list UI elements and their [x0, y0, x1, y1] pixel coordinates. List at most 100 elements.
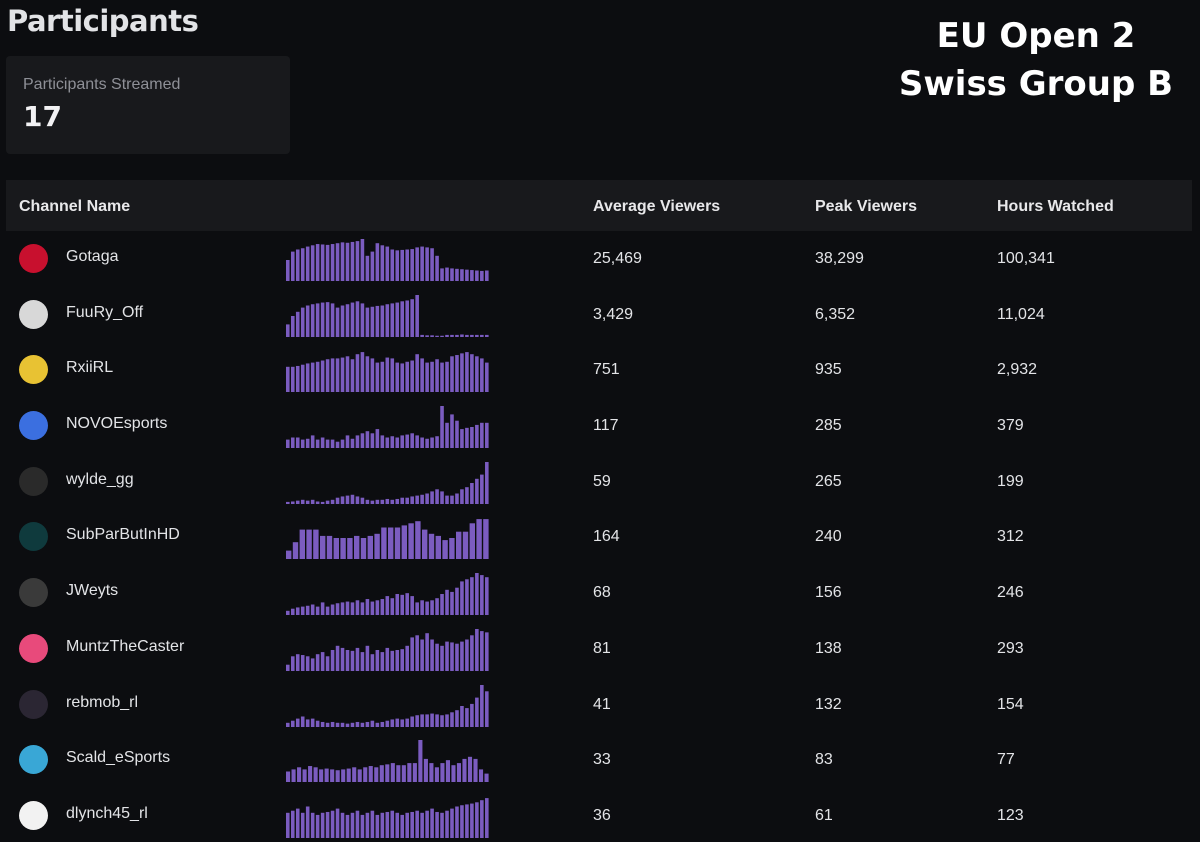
sparkline-bar	[415, 521, 421, 560]
sparkline-bar	[290, 608, 295, 616]
sparkline-bar	[375, 649, 380, 671]
sparkline-bar	[445, 267, 449, 281]
sparkline-bar	[375, 814, 380, 838]
channel-avatar[interactable]	[19, 522, 48, 552]
sparkline-bar	[345, 303, 350, 337]
table-row[interactable]: MuntzTheCaster 81 138 293	[6, 621, 1192, 677]
sparkline-bar	[470, 427, 474, 449]
sparkline-bar	[405, 645, 409, 671]
sparkline-bar	[360, 497, 365, 504]
sparkline-bar	[465, 579, 469, 616]
table-row[interactable]: NOVOEsports 117 285 379	[6, 398, 1192, 454]
header-hours-watched[interactable]: Hours Watched	[997, 198, 1114, 215]
channel-name-link[interactable]: NOVOEsports	[66, 415, 168, 433]
sparkline-bar	[400, 594, 405, 616]
channel-avatar[interactable]	[19, 299, 48, 329]
channel-name-link[interactable]: MuntzTheCaster	[66, 637, 185, 655]
sparkline-bar	[365, 356, 370, 393]
sparkline-bar	[295, 718, 300, 727]
sparkline-bar	[401, 765, 406, 783]
sparkline-bar	[420, 358, 424, 393]
table-row[interactable]: Scald_eSports 33 83 77	[6, 732, 1192, 788]
channel-name-link[interactable]: JWeyts	[66, 582, 119, 600]
channel-name-link[interactable]: rebmob_rl	[66, 693, 139, 711]
channel-avatar[interactable]	[19, 633, 48, 663]
sparkline-bar	[440, 763, 445, 783]
sparkline-bar	[401, 525, 407, 560]
channel-name-link[interactable]: Gotaga	[66, 248, 119, 265]
sparkline-bar	[430, 713, 434, 727]
channel-name-link[interactable]: Scald_eSports	[66, 749, 171, 767]
table-row[interactable]: rebmob_rl 41 132 154	[6, 677, 1192, 733]
sparkline-bar	[470, 270, 474, 281]
sparkline-bar	[455, 806, 459, 838]
table-row[interactable]: SubParButInHD 164 240 312	[6, 509, 1192, 565]
sparkline-bar	[320, 812, 325, 838]
sparkline-bar	[480, 630, 484, 671]
sparkline-bar	[407, 763, 412, 783]
sparkline-bar	[335, 770, 340, 783]
sparkline-bar	[395, 362, 400, 393]
channel-name-link[interactable]: dlynch45_rl	[66, 804, 148, 822]
channel-name-link[interactable]: SubParButInHD	[66, 526, 180, 544]
sparkline-bar	[286, 664, 290, 671]
sparkline-bar	[450, 334, 454, 337]
table-row[interactable]: dlynch45_rl 36 61 123	[6, 788, 1192, 842]
table-row[interactable]: JWeyts 68 156 246	[6, 565, 1192, 621]
sparkline-bar	[365, 499, 370, 504]
channel-avatar[interactable]	[19, 578, 48, 608]
table-row[interactable]: FuuRy_Off 3,429 6,352 11,024	[6, 287, 1192, 343]
hours-watched-value: 312	[997, 528, 1024, 546]
sparkline-bar	[460, 334, 464, 337]
sparkline-bar	[374, 534, 380, 560]
peak-viewers-value: 132	[815, 695, 842, 713]
sparkline-bar	[365, 599, 370, 616]
sparkline-bar	[394, 527, 401, 560]
sparkline-bar	[390, 499, 395, 504]
sparkline-bar	[313, 767, 318, 783]
header-channel-name[interactable]: Channel Name	[19, 198, 131, 215]
sparkline-bar	[360, 303, 365, 337]
participants-table: Channel Name Average Viewers Peak Viewer…	[6, 180, 1192, 842]
sparkline-bar	[460, 269, 464, 281]
sparkline-bar	[375, 499, 380, 504]
sparkline-bar	[290, 810, 295, 838]
sparkline-bar	[335, 808, 340, 838]
channel-name-link[interactable]: RxiiRL	[66, 359, 114, 377]
sparkline-bar	[300, 812, 305, 838]
sparkline-bar	[295, 808, 300, 838]
sparkline-bar	[435, 255, 439, 281]
sparkline-bar	[415, 294, 419, 337]
sparkline-bar	[295, 500, 300, 504]
sparkline-bar	[345, 242, 350, 281]
sparkline-bar	[425, 438, 429, 449]
channel-avatar[interactable]	[19, 244, 48, 273]
channel-avatar[interactable]	[19, 355, 48, 385]
channel-name-link[interactable]: FuuRy_Off	[66, 303, 144, 321]
header-peak-viewers[interactable]: Peak Viewers	[815, 198, 918, 215]
header-average-viewers[interactable]: Average Viewers	[593, 198, 721, 215]
table-row[interactable]: wylde_gg 59 265 199	[6, 454, 1192, 510]
channel-avatar[interactable]	[19, 745, 48, 775]
sparkline-bar	[290, 720, 295, 727]
sparkline-bar	[380, 499, 385, 504]
channel-avatar[interactable]	[19, 800, 48, 830]
sparkline-bar	[440, 645, 444, 671]
sparkline-bar	[465, 427, 469, 449]
sparkline-bar	[440, 362, 444, 393]
table-row[interactable]: RxiiRL 751 935 2,932	[6, 342, 1192, 398]
sparkline-bar	[365, 721, 370, 727]
channel-avatar[interactable]	[19, 466, 48, 496]
sparkline-bar	[295, 366, 300, 393]
sparkline-bar	[297, 767, 302, 783]
sparkline-bar	[310, 362, 315, 393]
channel-avatar[interactable]	[19, 411, 48, 441]
average-viewers-value: 68	[593, 584, 611, 602]
table-row[interactable]: Gotaga 25,469 38,299 100,341	[6, 231, 1192, 287]
sparkline-bar	[485, 797, 489, 838]
sparkline-bar	[480, 358, 484, 393]
sparkline-bar	[355, 435, 360, 449]
channel-name-link[interactable]: wylde_gg	[66, 470, 134, 488]
channel-avatar[interactable]	[19, 689, 48, 719]
sparkline-bar	[310, 718, 315, 727]
